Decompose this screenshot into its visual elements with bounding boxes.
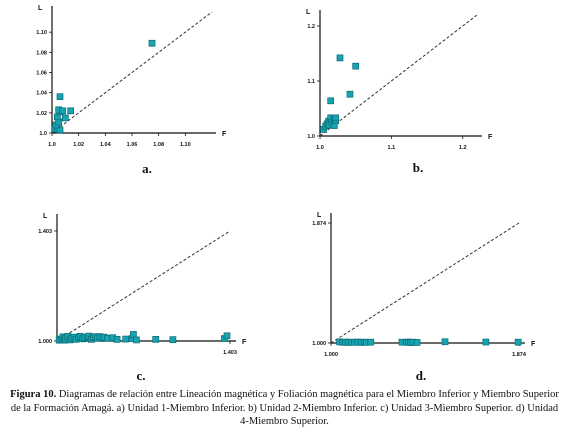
panel-d: F L 1.000 1.874 1.000 1.874 d. <box>312 212 536 380</box>
x-tick-label: 1.04 <box>100 142 112 148</box>
data-point <box>367 338 375 346</box>
data-point <box>514 338 522 346</box>
panel-label: a. <box>142 161 152 176</box>
panel-c: F L 1.403 1.000 1.403 c. <box>38 213 247 380</box>
figure-panels: F L 1.0 1.02 1.04 1.06 1.08 1.10 1.0 1.02 1.04 1.06… <box>36 5 536 380</box>
x-tick-label: 1.02 <box>73 142 84 148</box>
data-point <box>336 54 344 62</box>
x-tick-label: 1.0 <box>316 145 324 151</box>
y-tick-label: 1.874 <box>312 221 327 227</box>
panel-a: F L 1.0 1.02 1.04 1.06 1.08 1.10 1.0 1.02 1.04 1.06… <box>36 5 227 176</box>
data-point <box>61 114 69 122</box>
data-point <box>130 331 137 338</box>
panel-label: b. <box>413 160 423 175</box>
y-axis-label: L <box>306 9 311 16</box>
y-axis-label: L <box>43 213 48 220</box>
data-point <box>59 107 67 115</box>
reference-line <box>319 14 478 137</box>
y-tick-label: 1.2 <box>307 24 315 30</box>
y-tick-label: 1.403 <box>38 229 52 235</box>
x-tick-label: 1.10 <box>180 142 191 148</box>
data-point <box>152 336 160 343</box>
y-tick-label: 1.10 <box>36 30 47 36</box>
reference-line <box>330 222 520 344</box>
data-point <box>332 114 340 122</box>
x-tick-label: 1.06 <box>127 142 138 148</box>
figure-caption: Figura 10. Diagramas de relación entre L… <box>8 388 561 429</box>
data-point <box>122 335 130 343</box>
y-tick-label: 1.06 <box>36 71 47 77</box>
x-tick-label: 1.2 <box>459 145 467 151</box>
data-point <box>67 107 75 115</box>
panel-b: F L 1.0 1.1 1.2 1.0 1.1 1.2 b. <box>306 9 493 175</box>
data-point <box>148 39 156 47</box>
reference-line <box>51 11 213 134</box>
y-tick-label: 1.0 <box>307 134 315 140</box>
data-point <box>223 332 231 340</box>
data-point <box>327 97 335 105</box>
data-point <box>413 339 421 346</box>
y-axis-label: L <box>38 5 43 12</box>
data-point <box>352 62 360 70</box>
y-tick-label: 1.02 <box>36 111 47 117</box>
data-point <box>482 338 490 346</box>
x-axis-label: F <box>242 339 247 346</box>
data-point <box>113 336 121 343</box>
panel-label: c. <box>136 368 145 380</box>
data-point <box>169 336 177 343</box>
x-axis-label: F <box>488 134 493 141</box>
y-tick-label: 1.000 <box>38 339 52 345</box>
y-tick-label: 1.08 <box>36 50 47 56</box>
data-point <box>346 90 354 98</box>
x-axis-label: F <box>222 131 227 138</box>
y-tick-label: 1.04 <box>36 91 48 97</box>
data-point <box>441 338 449 346</box>
reference-line <box>56 230 231 342</box>
data-point <box>56 126 64 134</box>
x-tick-label: 1.874 <box>512 352 527 358</box>
y-axis-label: L <box>317 212 322 219</box>
y-tick-label: 1.000 <box>312 341 326 347</box>
x-tick-label: 1.403 <box>223 350 237 356</box>
caption-text: Diagramas de relación entre Lineación ma… <box>10 389 559 427</box>
x-axis-label: F <box>531 341 536 348</box>
panel-label: d. <box>416 368 426 380</box>
caption-label: Figura 10. <box>10 389 57 400</box>
x-tick-label: 1.000 <box>324 352 338 358</box>
x-tick-label: 1.1 <box>388 145 396 151</box>
x-tick-label: 1.0 <box>48 142 56 148</box>
data-point <box>133 336 140 344</box>
y-tick-label: 1.0 <box>39 131 47 137</box>
y-tick-label: 1.1 <box>307 79 315 85</box>
data-point <box>56 93 64 101</box>
x-tick-label: 1.08 <box>153 142 164 148</box>
